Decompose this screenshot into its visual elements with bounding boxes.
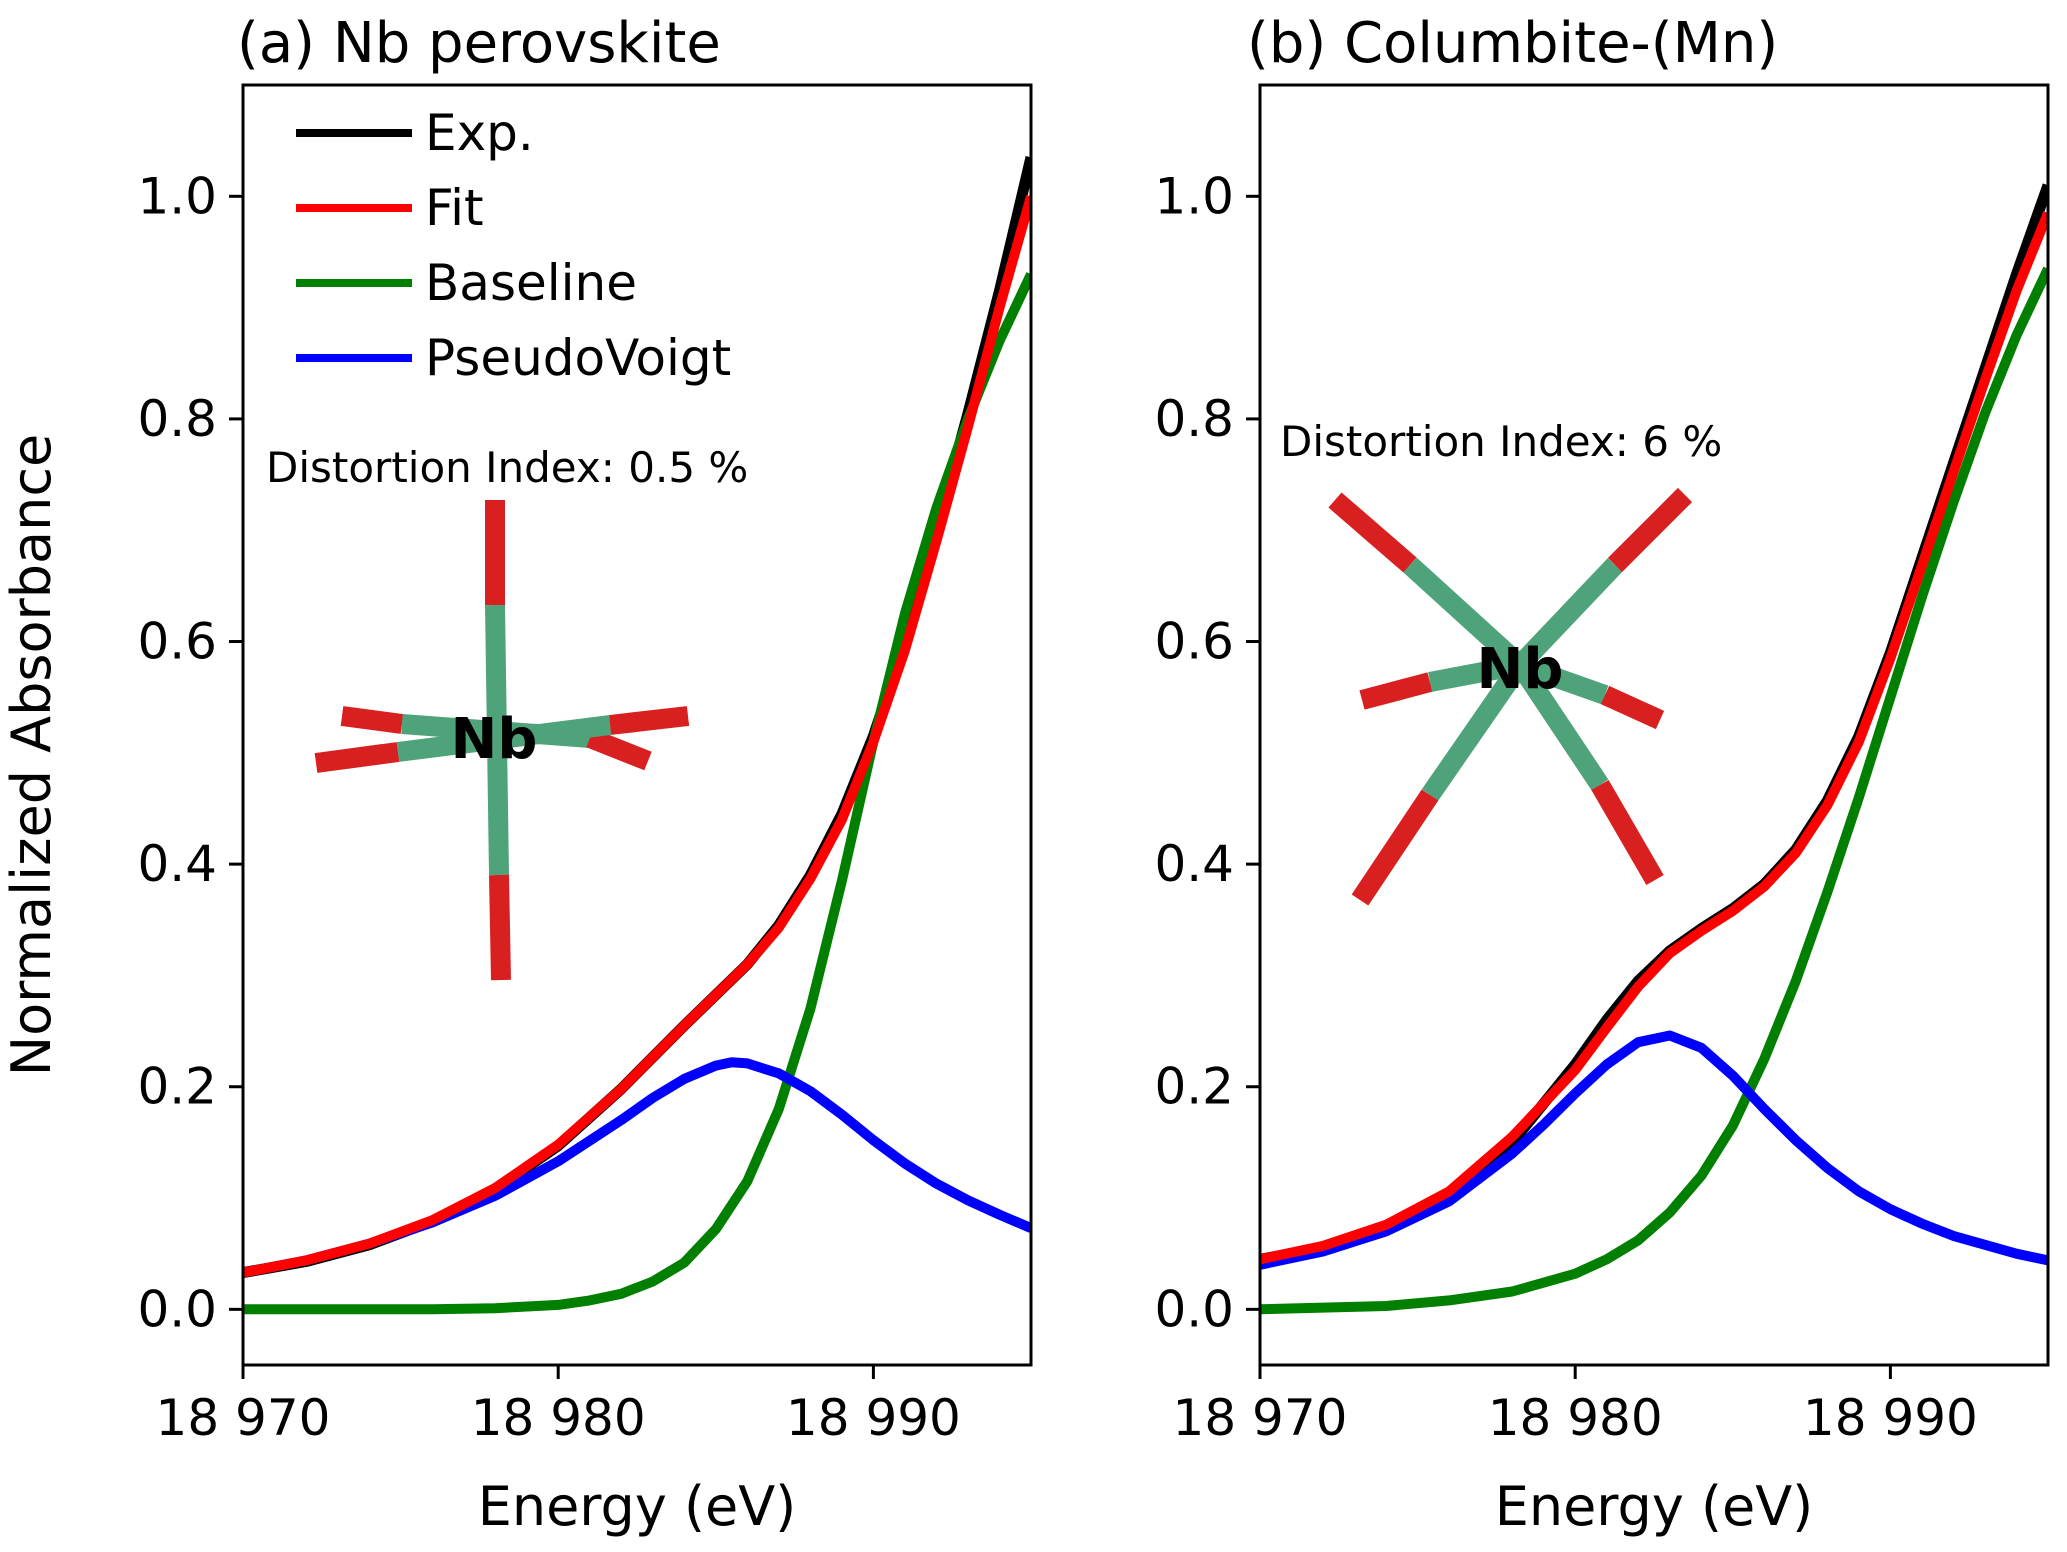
panel-a-annotation: Distortion Index: 0.5 % — [266, 443, 748, 492]
panel-b-series-fit — [1260, 211, 2048, 1265]
panel-a-title: (a) Nb perovskite — [237, 11, 721, 76]
panel-a-x-tick-label: 18 970 — [156, 1389, 331, 1447]
panel-b-annotation: Distortion Index: 6 % — [1280, 417, 1722, 466]
legend-label-pseudovoigt: PseudoVoigt — [425, 329, 731, 387]
panel-a-x-tick-label: 18 990 — [786, 1389, 961, 1447]
panel-a-y-tick-label: 1.0 — [137, 167, 217, 225]
panel-a-ticks: 0.0 0.2 0.4 0.6 0.8 1.0 18 970 18 980 18 990 — [137, 167, 960, 1447]
legend-item-baseline: Baseline — [296, 254, 637, 312]
panel-b-series — [1260, 183, 2048, 1315]
panel-a: (a) Nb perovskite 0.0 0.2 0.4 0.6 0.8 1.0 18 9… — [137, 11, 1033, 1538]
legend-item-exp: Exp. — [296, 104, 534, 162]
panel-a-y-tick-label: 0.2 — [137, 1058, 217, 1116]
panel-b-series-pseudovoigt — [1260, 1030, 2048, 1270]
panel-b-frame — [1258, 83, 2050, 1367]
panel-a-atom-label: Nb — [451, 707, 538, 772]
panel-a-series — [243, 156, 1031, 1315]
panel-b-title: (b) Columbite-(Mn) — [1247, 11, 1778, 76]
panel-a-frame — [241, 83, 1033, 1367]
panel-b-atom-label: Nb — [1477, 637, 1564, 702]
panel-a-x-axis-title: Energy (eV) — [478, 1475, 797, 1538]
y-axis-title: Normalized Absorbance — [0, 434, 63, 1077]
nb-octahedron-distorted-icon — [1328, 487, 1693, 906]
legend-item-pseudovoigt: PseudoVoigt — [296, 329, 731, 387]
legend: Exp. Fit Baseline PseudoVoigt — [296, 104, 731, 387]
legend-label-fit: Fit — [425, 179, 484, 237]
panel-b-x-tick-label: 18 990 — [1803, 1389, 1978, 1447]
panel-a-x-tick-label: 18 980 — [471, 1389, 646, 1447]
panel-b-y-tick-label: 0.8 — [1154, 390, 1234, 448]
panel-a-y-tick-label: 0.4 — [137, 835, 217, 893]
panel-b-y-tick-label: 0.4 — [1154, 835, 1234, 893]
legend-label-exp: Exp. — [425, 104, 534, 162]
nb-octahedron-regular-icon — [314, 500, 690, 981]
legend-label-baseline: Baseline — [425, 254, 637, 312]
panel-b-x-tick-label: 18 980 — [1488, 1389, 1663, 1447]
panel-b-x-tick-label: 18 970 — [1173, 1389, 1348, 1447]
panel-a-y-tick-label: 0.6 — [137, 613, 217, 671]
panel-a-series-baseline — [243, 272, 1031, 1315]
panel-b: (b) Columbite-(Mn) 0.0 0.2 0.4 0.6 0.8 1.0 18 … — [1154, 11, 2050, 1538]
panel-b-y-tick-label: 0.6 — [1154, 613, 1234, 671]
panel-a-series-fit — [243, 194, 1031, 1278]
legend-item-fit: Fit — [296, 179, 484, 237]
panel-b-ticks: 0.0 0.2 0.4 0.6 0.8 1.0 18 970 18 980 18 990 — [1154, 167, 1977, 1447]
panel-a-y-tick-label: 0.0 — [137, 1280, 217, 1338]
panel-a-y-tick-label: 0.8 — [137, 390, 217, 448]
panel-b-y-tick-label: 0.2 — [1154, 1058, 1234, 1116]
panel-b-x-axis-title: Energy (eV) — [1495, 1475, 1814, 1538]
panel-b-y-tick-label: 1.0 — [1154, 167, 1234, 225]
panel-b-y-tick-label: 0.0 — [1154, 1280, 1234, 1338]
